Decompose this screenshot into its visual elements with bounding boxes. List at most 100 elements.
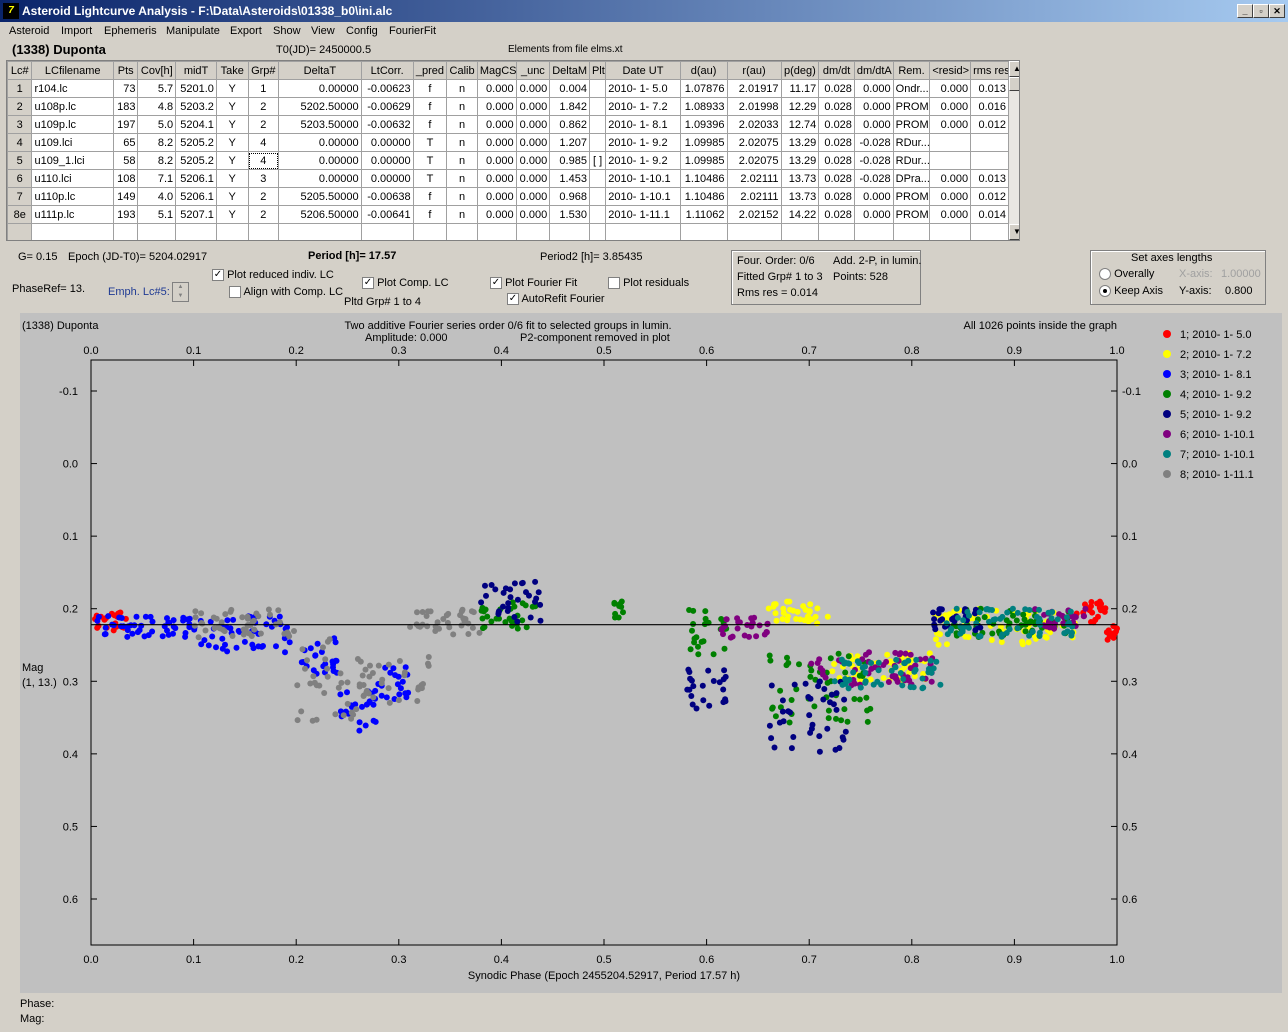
- minimize-button[interactable]: _: [1237, 4, 1253, 18]
- row-header[interactable]: 4: [7, 133, 33, 152]
- table-cell[interactable]: 12.29: [780, 97, 820, 116]
- menu-show[interactable]: Show: [273, 25, 301, 37]
- table-cell[interactable]: 0.016: [970, 97, 1009, 116]
- maximize-button[interactable]: ▫: [1253, 4, 1269, 18]
- table-cell[interactable]: 2010- 1- 5.0: [605, 79, 681, 98]
- table-cell[interactable]: 0.014: [970, 205, 1009, 224]
- column-header[interactable]: p(deg): [780, 61, 820, 80]
- table-cell[interactable]: -0.00623: [360, 79, 414, 98]
- table-cell[interactable]: -0.00638: [360, 187, 414, 206]
- table-cell[interactable]: [476, 223, 517, 240]
- table-cell[interactable]: RDur...: [892, 133, 931, 152]
- table-cell[interactable]: u111p.lc: [31, 205, 114, 224]
- column-header[interactable]: MagCS: [476, 61, 517, 80]
- table-cell[interactable]: PROM: [892, 187, 931, 206]
- table-cell[interactable]: -0.028: [853, 133, 894, 152]
- table-row[interactable]: 2 u108p.lc 183 4.8 5203.2 Y 2 5202.50000 -0.0062…: [7, 97, 1009, 116]
- plot-comp-checkbox[interactable]: ✓ Plot Comp. LC: [362, 277, 449, 290]
- table-cell[interactable]: 197: [112, 115, 139, 134]
- row-header[interactable]: 7: [7, 187, 33, 206]
- table-cell[interactable]: u109p.lc: [31, 115, 114, 134]
- scroll-thumb[interactable]: [1009, 77, 1019, 91]
- table-cell[interactable]: 183: [112, 97, 139, 116]
- table-cell[interactable]: 0.028: [818, 187, 855, 206]
- autorefit-checkbox[interactable]: ✓ AutoRefit Fourier: [507, 293, 605, 306]
- table-cell[interactable]: u110.lci: [31, 169, 114, 188]
- column-header[interactable]: _unc: [515, 61, 551, 80]
- plot-reduced-checkbox[interactable]: ✓ Plot reduced indiv. LC: [212, 269, 334, 282]
- table-cell[interactable]: 1.207: [549, 133, 590, 152]
- overally-radio[interactable]: Overally: [1099, 268, 1154, 281]
- yaxis-input[interactable]: 0.800: [1225, 285, 1253, 297]
- emph-spinner[interactable]: ▲ ▼: [172, 282, 189, 302]
- row-header[interactable]: 5: [7, 151, 33, 170]
- table-cell[interactable]: -0.00641: [360, 205, 414, 224]
- table-cell[interactable]: 2010- 1- 8.1: [605, 115, 681, 134]
- table-row[interactable]: 3 u109p.lc 197 5.0 5204.1 Y 2 5203.50000 -0.0063…: [7, 115, 1009, 134]
- menu-view[interactable]: View: [311, 25, 335, 37]
- table-cell[interactable]: [360, 223, 414, 240]
- lightcurve-table[interactable]: Lc# LCfilename Pts Cov[h] midT Take Grp# DeltaT…: [6, 60, 1020, 241]
- table-cell[interactable]: [780, 223, 820, 240]
- table-cell[interactable]: 0.000: [476, 151, 517, 170]
- row-header[interactable]: 1: [7, 79, 33, 98]
- column-header[interactable]: dm/dt: [818, 61, 855, 80]
- table-cell[interactable]: [175, 223, 217, 240]
- column-header[interactable]: Rem.: [892, 61, 931, 80]
- table-cell[interactable]: 2.01917: [726, 79, 782, 98]
- table-cell[interactable]: 0.000: [515, 97, 551, 116]
- table-cell[interactable]: Y: [215, 169, 249, 188]
- table-cell[interactable]: u108p.lc: [31, 97, 114, 116]
- table-cell[interactable]: 0.028: [818, 151, 855, 170]
- column-header[interactable]: Date UT: [605, 61, 681, 80]
- table-cell[interactable]: 0.000: [515, 169, 551, 188]
- table-cell[interactable]: 13.29: [780, 133, 820, 152]
- table-cell[interactable]: 0.012: [970, 115, 1009, 134]
- column-header[interactable]: DeltaT: [278, 61, 362, 80]
- table-cell[interactable]: Y: [215, 133, 249, 152]
- table-cell[interactable]: 0.000: [515, 187, 551, 206]
- table-cell[interactable]: T: [412, 169, 448, 188]
- table-cell[interactable]: 1.842: [549, 97, 590, 116]
- table-cell[interactable]: 5206.1: [175, 187, 217, 206]
- table-cell[interactable]: 0.00000: [278, 133, 362, 152]
- table-cell[interactable]: [588, 223, 607, 240]
- table-cell[interactable]: [726, 223, 782, 240]
- table-cell[interactable]: 5201.0: [175, 79, 217, 98]
- table-cell[interactable]: 2010- 1-11.1: [605, 205, 681, 224]
- plot-residuals-checkbox[interactable]: Plot residuals: [608, 277, 689, 290]
- table-cell[interactable]: 13.29: [780, 151, 820, 170]
- table-cell[interactable]: 0.968: [549, 187, 590, 206]
- table-cell[interactable]: 5205.2: [175, 133, 217, 152]
- table-cell[interactable]: 0.012: [970, 187, 1009, 206]
- table-cell[interactable]: RDur...: [892, 151, 931, 170]
- table-cell[interactable]: 0.013: [970, 79, 1009, 98]
- menu-import[interactable]: Import: [61, 25, 93, 37]
- table-cell[interactable]: 1.11062: [679, 205, 728, 224]
- table-cell[interactable]: [853, 223, 894, 240]
- close-button[interactable]: ✕: [1269, 4, 1285, 18]
- table-cell[interactable]: 0.000: [929, 97, 972, 116]
- table-cell[interactable]: 0.028: [818, 205, 855, 224]
- menu-manipulate[interactable]: Manipulate: [166, 25, 220, 37]
- column-header[interactable]: Calib: [446, 61, 478, 80]
- table-cell[interactable]: 0.028: [818, 133, 855, 152]
- table-cell[interactable]: 5205.2: [175, 151, 217, 170]
- align-checkbox[interactable]: Align with Comp. LC: [229, 286, 343, 299]
- row-header[interactable]: 3: [7, 115, 33, 134]
- table-cell[interactable]: 1.08933: [679, 97, 728, 116]
- table-cell[interactable]: DPra...: [892, 169, 931, 188]
- table-cell[interactable]: 5202.50000: [278, 97, 362, 116]
- table-cell[interactable]: 65: [112, 133, 139, 152]
- table-cell[interactable]: 0.000: [476, 169, 517, 188]
- table-cell[interactable]: 5207.1: [175, 205, 217, 224]
- table-cell[interactable]: 2.02033: [726, 115, 782, 134]
- row-header[interactable]: 2: [7, 97, 33, 116]
- column-header[interactable]: LtCorr.: [360, 61, 414, 80]
- table-cell[interactable]: 0.000: [515, 205, 551, 224]
- keep-axis-radio[interactable]: Keep Axis: [1099, 285, 1163, 298]
